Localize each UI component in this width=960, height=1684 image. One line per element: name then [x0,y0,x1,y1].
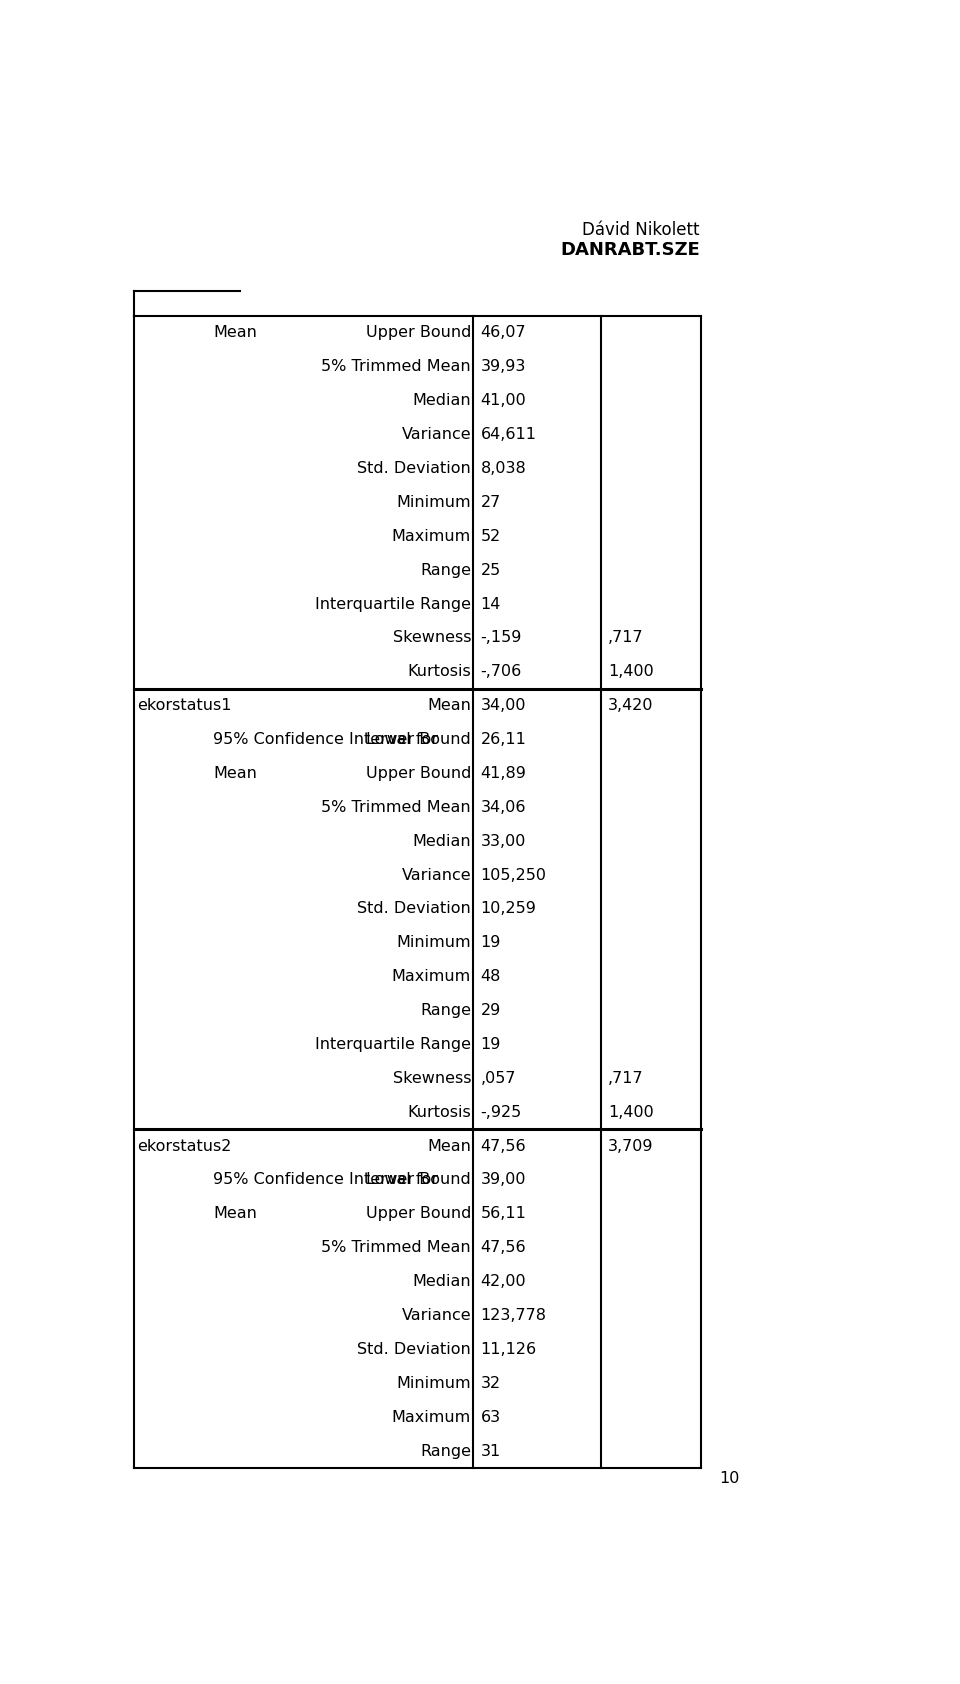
Text: ,717: ,717 [609,1071,644,1086]
Text: 39,93: 39,93 [480,359,526,374]
Text: Range: Range [420,1004,471,1019]
Text: 105,250: 105,250 [480,867,546,882]
Text: 25: 25 [480,562,500,578]
Text: 5% Trimmed Mean: 5% Trimmed Mean [322,1239,471,1255]
Text: 26,11: 26,11 [480,733,526,748]
Text: Dávid Nikolett: Dávid Nikolett [582,221,700,239]
Text: 56,11: 56,11 [480,1206,526,1221]
Text: 123,778: 123,778 [480,1308,546,1324]
Text: 47,56: 47,56 [480,1138,526,1154]
Text: 11,126: 11,126 [480,1342,537,1357]
Text: Interquartile Range: Interquartile Range [315,1037,471,1052]
Text: Mean: Mean [427,699,471,712]
Text: Std. Deviation: Std. Deviation [357,461,471,477]
Text: -,159: -,159 [480,630,521,645]
Text: Variance: Variance [401,428,471,443]
Text: Upper Bound: Upper Bound [366,325,471,340]
Text: 34,06: 34,06 [480,800,526,815]
Text: Maximum: Maximum [392,1410,471,1425]
Text: 31: 31 [480,1443,500,1458]
Text: ,057: ,057 [480,1071,516,1086]
Text: 47,56: 47,56 [480,1239,526,1255]
Text: Variance: Variance [401,867,471,882]
Text: Minimum: Minimum [396,1376,471,1391]
Text: Median: Median [413,834,471,849]
Text: 10,259: 10,259 [480,901,537,916]
Text: 46,07: 46,07 [480,325,526,340]
Text: 10: 10 [720,1472,740,1487]
Text: ,717: ,717 [609,630,644,645]
Text: Minimum: Minimum [396,495,471,510]
Text: 42,00: 42,00 [480,1275,526,1290]
Text: Mean: Mean [427,1138,471,1154]
Text: Range: Range [420,562,471,578]
Text: Maximum: Maximum [392,970,471,983]
Text: 5% Trimmed Mean: 5% Trimmed Mean [322,800,471,815]
Text: Skewness: Skewness [393,1071,471,1086]
Text: 95% Confidence Interval for: 95% Confidence Interval for [213,1172,438,1187]
Text: DANRABT.SZE: DANRABT.SZE [560,241,700,259]
Text: 32: 32 [480,1376,500,1391]
Text: Mean: Mean [213,1206,257,1221]
Text: 29: 29 [480,1004,500,1019]
Text: 3,709: 3,709 [609,1138,654,1154]
Text: 33,00: 33,00 [480,834,526,849]
Text: 27: 27 [480,495,500,510]
Text: Lower Bound: Lower Bound [367,1172,471,1187]
Text: 8,038: 8,038 [480,461,526,477]
Text: Upper Bound: Upper Bound [366,766,471,781]
Text: Minimum: Minimum [396,935,471,950]
Text: 3,420: 3,420 [609,699,654,712]
Text: 63: 63 [480,1410,500,1425]
Text: 41,89: 41,89 [480,766,526,781]
Text: 39,00: 39,00 [480,1172,526,1187]
Text: 1,400: 1,400 [609,663,654,679]
Text: 48: 48 [480,970,501,983]
Text: ekorstatus1: ekorstatus1 [137,699,231,712]
Text: 19: 19 [480,1037,501,1052]
Text: Median: Median [413,394,471,408]
Text: 95% Confidence Interval for: 95% Confidence Interval for [213,733,438,748]
Text: 34,00: 34,00 [480,699,526,712]
Text: 1,400: 1,400 [609,1105,654,1120]
Text: Kurtosis: Kurtosis [407,1105,471,1120]
Text: 41,00: 41,00 [480,394,526,408]
Text: Skewness: Skewness [393,630,471,645]
Text: Lower Bound: Lower Bound [367,733,471,748]
Text: Median: Median [413,1275,471,1290]
Text: -,925: -,925 [480,1105,521,1120]
Text: Std. Deviation: Std. Deviation [357,901,471,916]
Text: ekorstatus2: ekorstatus2 [137,1138,231,1154]
Text: Upper Bound: Upper Bound [366,1206,471,1221]
Text: Mean: Mean [213,766,257,781]
Text: Interquartile Range: Interquartile Range [315,596,471,611]
Text: 5% Trimmed Mean: 5% Trimmed Mean [322,359,471,374]
Text: 19: 19 [480,935,501,950]
Text: Mean: Mean [213,325,257,340]
Text: Maximum: Maximum [392,529,471,544]
Text: Kurtosis: Kurtosis [407,663,471,679]
Text: Std. Deviation: Std. Deviation [357,1342,471,1357]
Text: 64,611: 64,611 [480,428,537,443]
Text: Variance: Variance [401,1308,471,1324]
Text: 52: 52 [480,529,500,544]
Text: -,706: -,706 [480,663,521,679]
Text: Range: Range [420,1443,471,1458]
Text: 14: 14 [480,596,501,611]
